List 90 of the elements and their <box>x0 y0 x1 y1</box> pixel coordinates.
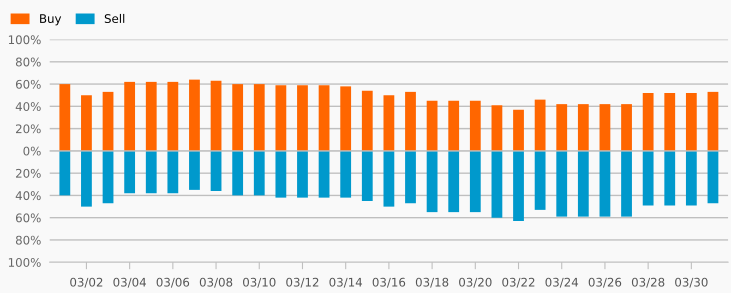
bar <box>59 150 70 196</box>
y-tick-label: 80% <box>16 58 41 66</box>
bar <box>59 84 70 151</box>
y-tick-label: 60% <box>16 80 41 89</box>
bar <box>708 150 718 204</box>
bar <box>556 104 568 151</box>
x-tick-label: 03/02 <box>70 278 102 288</box>
x-tick-label: 03/22 <box>502 278 534 288</box>
bar <box>362 90 373 151</box>
bar <box>232 84 244 151</box>
bar <box>362 150 373 201</box>
bar <box>600 150 610 217</box>
bar <box>318 85 330 151</box>
bar <box>210 150 222 191</box>
bar <box>102 92 114 151</box>
bar <box>81 150 92 207</box>
bar <box>578 150 589 217</box>
x-tick-label: 03/14 <box>329 278 362 288</box>
bar <box>642 93 654 151</box>
bar <box>297 150 308 198</box>
x-tick-label: 03/20 <box>459 278 492 288</box>
bar <box>513 150 524 222</box>
bar <box>492 105 502 151</box>
bar <box>318 150 330 198</box>
y-tick-label: 0% <box>23 146 41 156</box>
x-tick-label: 03/04 <box>113 278 146 288</box>
bar <box>146 150 157 194</box>
bar <box>642 150 654 206</box>
x-tick-label: 03/30 <box>675 278 708 288</box>
y-tick-label: 100% <box>8 258 41 267</box>
bar <box>664 150 676 206</box>
legend-label: Buy <box>40 14 62 26</box>
bar <box>124 150 136 194</box>
bar <box>664 93 676 151</box>
bar <box>124 82 136 151</box>
bar <box>254 150 265 196</box>
x-tick-label: 03/06 <box>156 278 190 288</box>
y-tick-label: 20% <box>16 168 41 178</box>
x-tick-label: 03/28 <box>632 278 664 288</box>
x-tick-label: 03/16 <box>372 278 406 288</box>
bar <box>492 150 502 218</box>
bar <box>167 82 178 151</box>
bar <box>81 95 92 151</box>
bar <box>426 150 438 212</box>
bar <box>405 150 416 204</box>
bar <box>708 92 718 151</box>
bar <box>189 150 200 190</box>
x-tick-label: 03/08 <box>200 278 232 288</box>
bar <box>340 86 352 151</box>
y-tick-label: 60% <box>16 213 41 222</box>
bar <box>578 104 589 151</box>
bar <box>513 110 524 151</box>
y-tick-label: 40% <box>16 102 41 112</box>
bar <box>621 104 632 151</box>
bar <box>383 95 394 151</box>
legend-label: Sell <box>104 14 124 24</box>
bar <box>340 150 352 198</box>
x-tick-label: 03/26 <box>588 278 622 288</box>
bar <box>556 150 568 217</box>
bar <box>146 82 157 151</box>
bar <box>275 150 286 198</box>
y-tick-label: 20% <box>16 124 41 134</box>
y-tick-label: 80% <box>16 236 41 245</box>
x-tick-label: 03/24 <box>545 278 578 288</box>
x-tick-label: 03/12 <box>286 278 318 288</box>
bar <box>210 80 222 151</box>
bar <box>275 85 286 151</box>
x-tick-label: 03/18 <box>416 278 448 288</box>
bar <box>297 85 308 151</box>
bar <box>621 150 632 217</box>
bar <box>254 84 265 151</box>
bar <box>167 150 178 194</box>
bar <box>426 100 438 151</box>
bar <box>102 150 114 204</box>
x-tick-label: 03/10 <box>243 278 276 288</box>
bar <box>383 150 394 207</box>
bar <box>686 93 697 151</box>
y-tick-label: 40% <box>16 191 41 200</box>
bar <box>448 100 460 151</box>
bar <box>686 150 697 206</box>
bar <box>470 150 481 212</box>
bar <box>534 100 546 151</box>
bar <box>470 100 481 151</box>
bar <box>534 150 546 210</box>
bar <box>189 80 200 151</box>
y-tick-label: 100% <box>8 35 41 44</box>
bar <box>405 92 416 151</box>
bar <box>448 150 460 212</box>
bar <box>232 150 244 196</box>
bar <box>600 104 610 151</box>
